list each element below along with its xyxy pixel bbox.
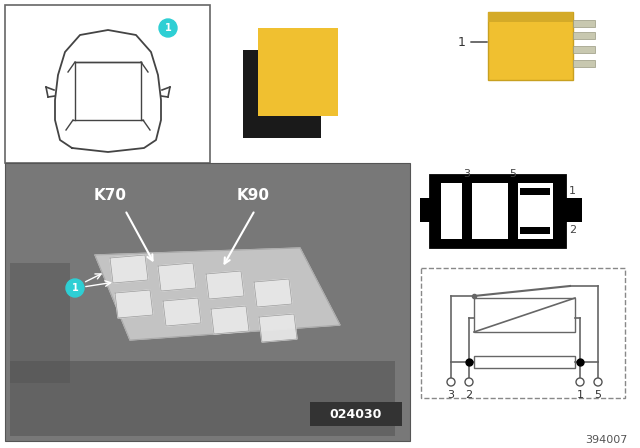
Text: 1: 1 xyxy=(72,283,78,293)
Bar xyxy=(488,12,573,22)
Bar xyxy=(573,20,595,27)
Text: K90: K90 xyxy=(237,188,269,202)
Polygon shape xyxy=(158,263,196,291)
Bar xyxy=(10,361,395,436)
Bar xyxy=(310,402,402,426)
Text: 1: 1 xyxy=(458,35,466,48)
Circle shape xyxy=(576,378,584,386)
Bar xyxy=(520,188,550,195)
Polygon shape xyxy=(206,271,244,299)
Text: 3: 3 xyxy=(463,169,470,179)
Circle shape xyxy=(159,19,177,37)
Text: 1: 1 xyxy=(569,186,576,196)
Polygon shape xyxy=(163,298,201,326)
Circle shape xyxy=(594,378,602,386)
Bar xyxy=(258,28,338,116)
Polygon shape xyxy=(110,255,148,283)
Bar xyxy=(562,198,582,222)
Bar xyxy=(508,183,518,239)
Polygon shape xyxy=(95,248,340,340)
Bar xyxy=(462,183,472,239)
Bar xyxy=(421,268,625,398)
Circle shape xyxy=(465,378,473,386)
Bar xyxy=(474,356,575,368)
Text: 2: 2 xyxy=(465,390,472,400)
Bar xyxy=(243,50,321,138)
Bar xyxy=(5,163,410,441)
Polygon shape xyxy=(254,279,292,307)
Text: 1: 1 xyxy=(164,23,172,33)
Bar xyxy=(573,60,595,67)
Bar xyxy=(5,5,210,163)
Bar xyxy=(488,12,573,80)
Bar xyxy=(474,298,575,332)
Bar xyxy=(520,227,550,234)
Circle shape xyxy=(447,378,455,386)
Bar xyxy=(10,263,70,383)
Text: 5: 5 xyxy=(509,169,516,179)
Polygon shape xyxy=(115,290,153,318)
Bar xyxy=(573,46,595,53)
Polygon shape xyxy=(211,306,249,334)
Text: 024030: 024030 xyxy=(330,408,382,421)
Text: 394007: 394007 xyxy=(586,435,628,445)
Circle shape xyxy=(66,279,84,297)
Bar xyxy=(430,175,565,247)
Bar xyxy=(441,183,553,239)
Polygon shape xyxy=(259,314,297,342)
Text: 3: 3 xyxy=(447,390,454,400)
Text: 2: 2 xyxy=(569,225,576,235)
Text: 5: 5 xyxy=(595,390,602,400)
Text: K70: K70 xyxy=(93,188,127,202)
Bar xyxy=(420,198,440,222)
Bar xyxy=(573,32,595,39)
Text: 1: 1 xyxy=(577,390,584,400)
